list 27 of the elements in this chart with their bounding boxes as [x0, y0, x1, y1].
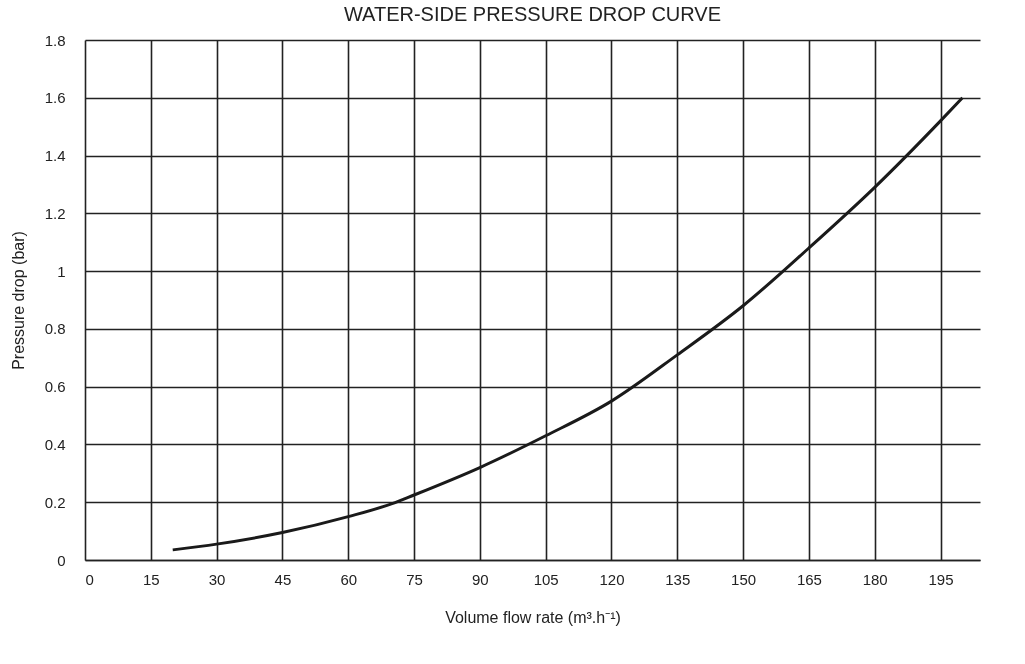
- x-tick-label: 75: [406, 570, 423, 588]
- y-tick-label: 1.2: [44, 204, 66, 222]
- y-tick-label: 0: [57, 551, 66, 569]
- chart-title: WATER-SIDE PRESSURE DROP CURVE: [343, 3, 722, 25]
- x-tick-label: 0: [85, 570, 94, 588]
- y-tick-label: 1.6: [44, 89, 66, 107]
- y-tick-label: 0.2: [44, 493, 66, 511]
- y-tick-label: 1: [57, 262, 66, 280]
- x-tick-label: 105: [533, 570, 559, 588]
- x-axis-title: Volume flow rate (m³.h⁻¹): [445, 608, 621, 626]
- x-tick-label: 15: [142, 570, 160, 588]
- x-tick-label: 60: [340, 570, 358, 588]
- y-tick-label: 1.4: [44, 147, 66, 165]
- x-tick-label: 165: [796, 570, 822, 588]
- y-axis-title: Pressure drop (bar): [9, 231, 27, 370]
- y-tick-label: 0.6: [44, 378, 66, 396]
- y-tick-label: 1.8: [44, 31, 66, 49]
- x-tick-label: 150: [731, 570, 757, 588]
- y-tick-label: 0.4: [44, 435, 66, 453]
- x-tick-label: 30: [208, 570, 226, 588]
- x-tick-label: 90: [472, 570, 489, 588]
- x-tick-label: 180: [862, 570, 888, 588]
- y-tick-label: 0.8: [44, 320, 66, 338]
- x-tick-label: 135: [665, 570, 691, 588]
- x-tick-label: 195: [928, 570, 954, 588]
- x-tick-label: 45: [274, 570, 292, 588]
- x-tick-label: 120: [599, 570, 625, 588]
